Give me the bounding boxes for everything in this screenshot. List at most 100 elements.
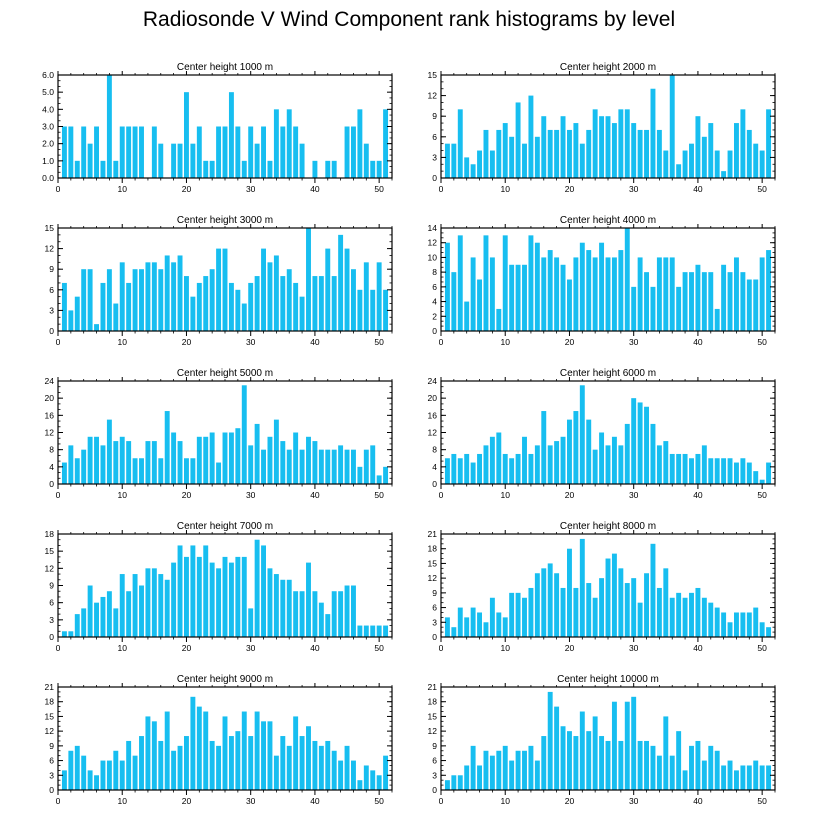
histogram-bar — [267, 568, 273, 637]
histogram-bar — [528, 745, 534, 790]
histogram-bar — [196, 436, 202, 484]
histogram-bar — [81, 126, 87, 178]
histogram-bar — [669, 257, 675, 331]
histogram-bar — [451, 775, 457, 790]
histogram-bar — [753, 471, 759, 484]
histogram-bar — [721, 264, 727, 331]
histogram-bar — [280, 126, 286, 178]
histogram-bar — [299, 296, 305, 331]
histogram-bar — [483, 235, 489, 331]
histogram-bar — [592, 257, 598, 331]
histogram-bar — [483, 750, 489, 790]
histogram-bar — [631, 286, 637, 331]
histogram-bar — [151, 568, 157, 637]
histogram-bar — [586, 583, 592, 637]
histogram-bar — [547, 563, 553, 637]
x-tick-label: 50 — [757, 337, 767, 347]
histogram-bar — [541, 116, 547, 178]
panel-title: Center height 10000 m — [557, 674, 659, 685]
histogram-bar — [701, 445, 707, 484]
x-tick-label: 40 — [693, 643, 703, 653]
y-tick-label: 0 — [49, 785, 54, 795]
histogram-bar — [740, 612, 746, 637]
histogram-bar — [222, 248, 228, 331]
histogram-panel-4: Center height 4000 m 0 2 4 6 8 10 12 14 0 10 20 30 40… — [428, 215, 776, 347]
histogram-bar — [560, 264, 566, 331]
histogram-bar — [470, 164, 476, 178]
histogram-bar — [158, 574, 164, 637]
histogram-bar — [477, 453, 482, 484]
x-tick-label: 40 — [310, 796, 320, 806]
histogram-bar — [599, 432, 605, 484]
histogram-bar — [573, 257, 579, 331]
histogram-bar — [376, 475, 382, 484]
x-tick-label: 10 — [117, 643, 127, 653]
histogram-bar — [502, 617, 508, 637]
histogram-bar — [94, 602, 99, 637]
histogram-bar — [714, 458, 720, 484]
histogram-bar — [203, 276, 209, 331]
y-tick-label: 18 — [45, 529, 55, 539]
histogram-bar — [605, 445, 611, 484]
histogram-bar — [139, 458, 144, 484]
histogram-bar — [618, 109, 624, 178]
histogram-bar — [235, 731, 241, 790]
histogram-bar — [164, 579, 170, 637]
histogram-bar — [759, 479, 765, 484]
histogram-bar — [644, 129, 649, 178]
histogram-bar — [695, 740, 701, 790]
y-tick-label: 1.0 — [42, 156, 54, 166]
histogram-bar — [216, 568, 222, 637]
y-tick-label: 4.0 — [42, 104, 54, 114]
histogram-panel-8: Center height 8000 m 0 3 6 9 12 15 18 21 0 10 20 30 4… — [428, 521, 776, 653]
histogram-bar — [216, 126, 222, 178]
y-tick-label: 12 — [45, 244, 55, 254]
histogram-bar — [682, 770, 688, 790]
histogram-bar — [753, 143, 759, 178]
histogram-bar — [708, 745, 714, 790]
histogram-bar — [470, 257, 476, 331]
histogram-panel-7: Center height 7000 m 0 3 6 9 12 15 18 0 10 20 30 40 5… — [45, 521, 393, 653]
histogram-bar — [734, 257, 739, 331]
y-tick-label: 0 — [432, 785, 437, 795]
histogram-bar — [560, 436, 566, 484]
histogram-bar — [650, 543, 656, 637]
histogram-bar — [68, 750, 74, 790]
histogram-bar — [554, 257, 560, 331]
y-tick-label: 15 — [45, 711, 55, 721]
y-tick-label: 3 — [432, 152, 437, 162]
panel-title: Center height 5000 m — [177, 368, 273, 379]
x-tick-label: 10 — [117, 337, 127, 347]
histogram-bar — [126, 441, 132, 484]
histogram-bar — [528, 235, 534, 331]
histogram-bar — [663, 568, 669, 637]
histogram-bar — [261, 449, 266, 484]
histogram-bar — [145, 441, 151, 484]
histogram-bar — [171, 262, 177, 331]
y-tick-label: 6 — [432, 756, 437, 766]
histogram-bar — [68, 126, 74, 178]
histogram-bar — [522, 143, 527, 178]
histogram-bar — [663, 716, 669, 790]
histogram-bar — [714, 750, 720, 790]
y-tick-label: 4 — [49, 462, 54, 472]
y-tick-label: 3 — [49, 770, 54, 780]
histogram-bar — [573, 587, 579, 637]
histogram-bar — [196, 126, 202, 178]
y-tick-label: 4 — [432, 297, 437, 307]
histogram-bar — [106, 591, 112, 637]
x-tick-label: 20 — [182, 184, 192, 194]
histogram-bar — [656, 587, 662, 637]
histogram-bar — [151, 721, 157, 790]
histogram-bar — [496, 308, 502, 331]
y-tick-label: 6 — [49, 285, 54, 295]
y-tick-label: 15 — [45, 223, 55, 233]
histogram-bar — [644, 573, 649, 637]
histogram-bar — [228, 92, 234, 178]
y-tick-label: 2 — [432, 311, 437, 321]
histogram-bar — [682, 272, 688, 331]
histogram-bar — [312, 441, 318, 484]
histogram-bar — [254, 276, 260, 331]
histogram-bar — [338, 760, 344, 790]
histogram-bar — [689, 592, 694, 637]
